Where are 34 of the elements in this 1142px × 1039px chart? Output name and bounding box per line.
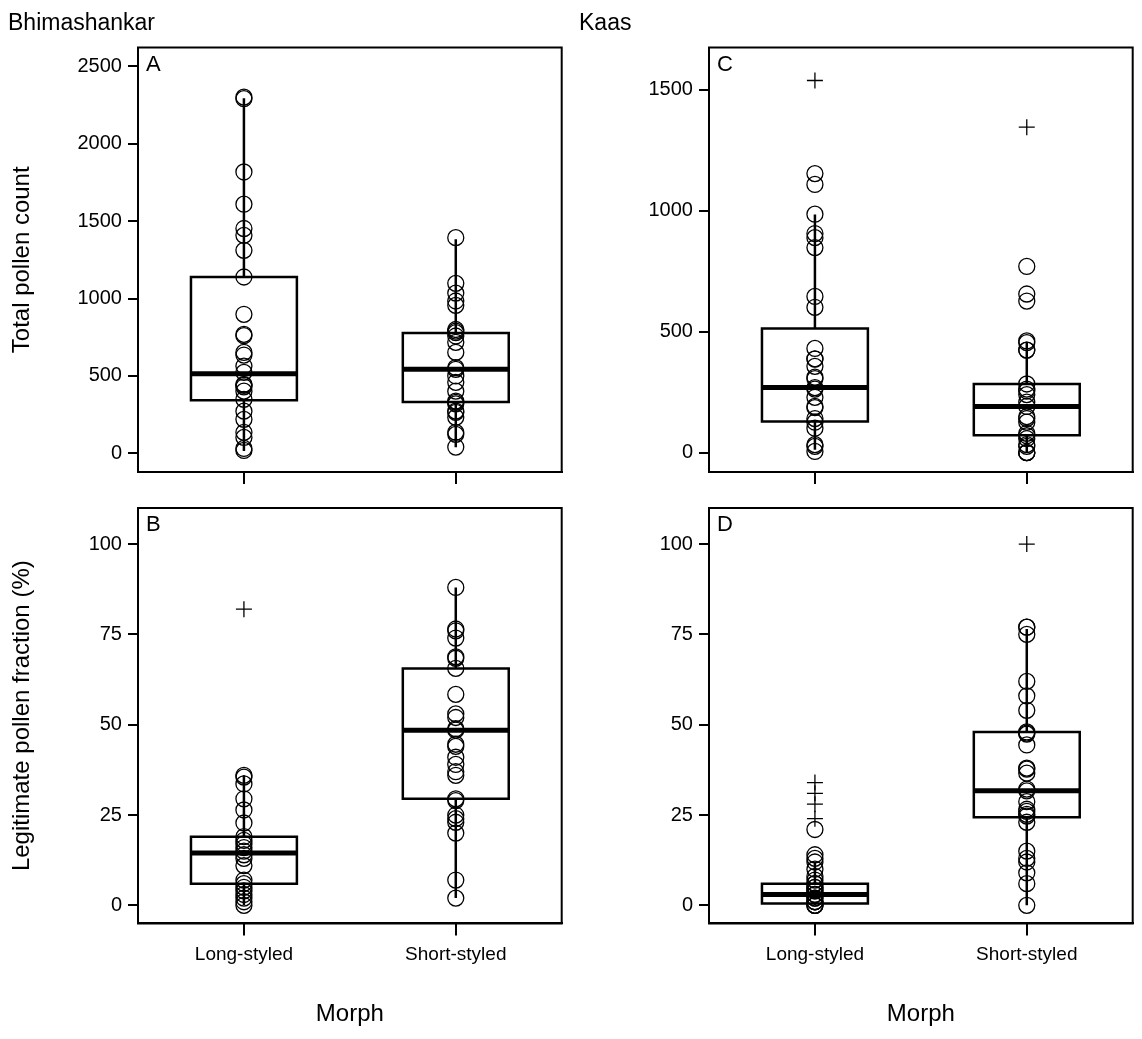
y-tick-label: 0: [110, 892, 122, 915]
chart-title: Kaas: [579, 9, 632, 36]
x-tick-label: Short-styled: [976, 943, 1078, 965]
y-tick-label: 0: [681, 440, 693, 463]
x-tick-label: Long-styled: [194, 943, 294, 965]
y-axis-title: Total pollen count: [7, 166, 35, 354]
annotation: A: [146, 50, 161, 76]
annotation: B: [146, 511, 161, 537]
y-tick-label: 50: [99, 712, 122, 735]
annotation: D: [717, 511, 733, 537]
y-tick-label: 50: [670, 712, 693, 735]
y-tick-label: 1500: [77, 208, 122, 231]
x-tick-label: Short-styled: [405, 943, 507, 965]
chart-title: Bhimashankar: [8, 9, 156, 36]
y-tick-label: 75: [670, 621, 693, 644]
y-tick-label: 2000: [77, 131, 122, 154]
annotation: C: [717, 50, 733, 76]
y-tick-label: 25: [670, 802, 693, 825]
y-tick-label: 0: [681, 892, 693, 915]
x-tick-label: Long-styled: [765, 943, 865, 965]
y-axis-title: Legitimate pollen fraction (%): [7, 560, 35, 872]
y-tick-label: 75: [99, 621, 122, 644]
x-axis-title: Morph: [886, 999, 955, 1027]
y-tick-label: 0: [110, 440, 122, 463]
y-tick-label: 1000: [648, 198, 693, 221]
y-tick-label: 2500: [77, 53, 122, 76]
y-tick-label: 100: [659, 531, 693, 554]
y-tick-label: 25: [99, 802, 122, 825]
y-tick-label: 500: [659, 319, 693, 342]
y-tick-label: 100: [88, 531, 122, 554]
y-tick-label: 1500: [648, 77, 693, 100]
y-tick-label: 1000: [77, 286, 122, 309]
y-tick-label: 500: [88, 363, 122, 386]
x-axis-title: Morph: [315, 999, 384, 1027]
